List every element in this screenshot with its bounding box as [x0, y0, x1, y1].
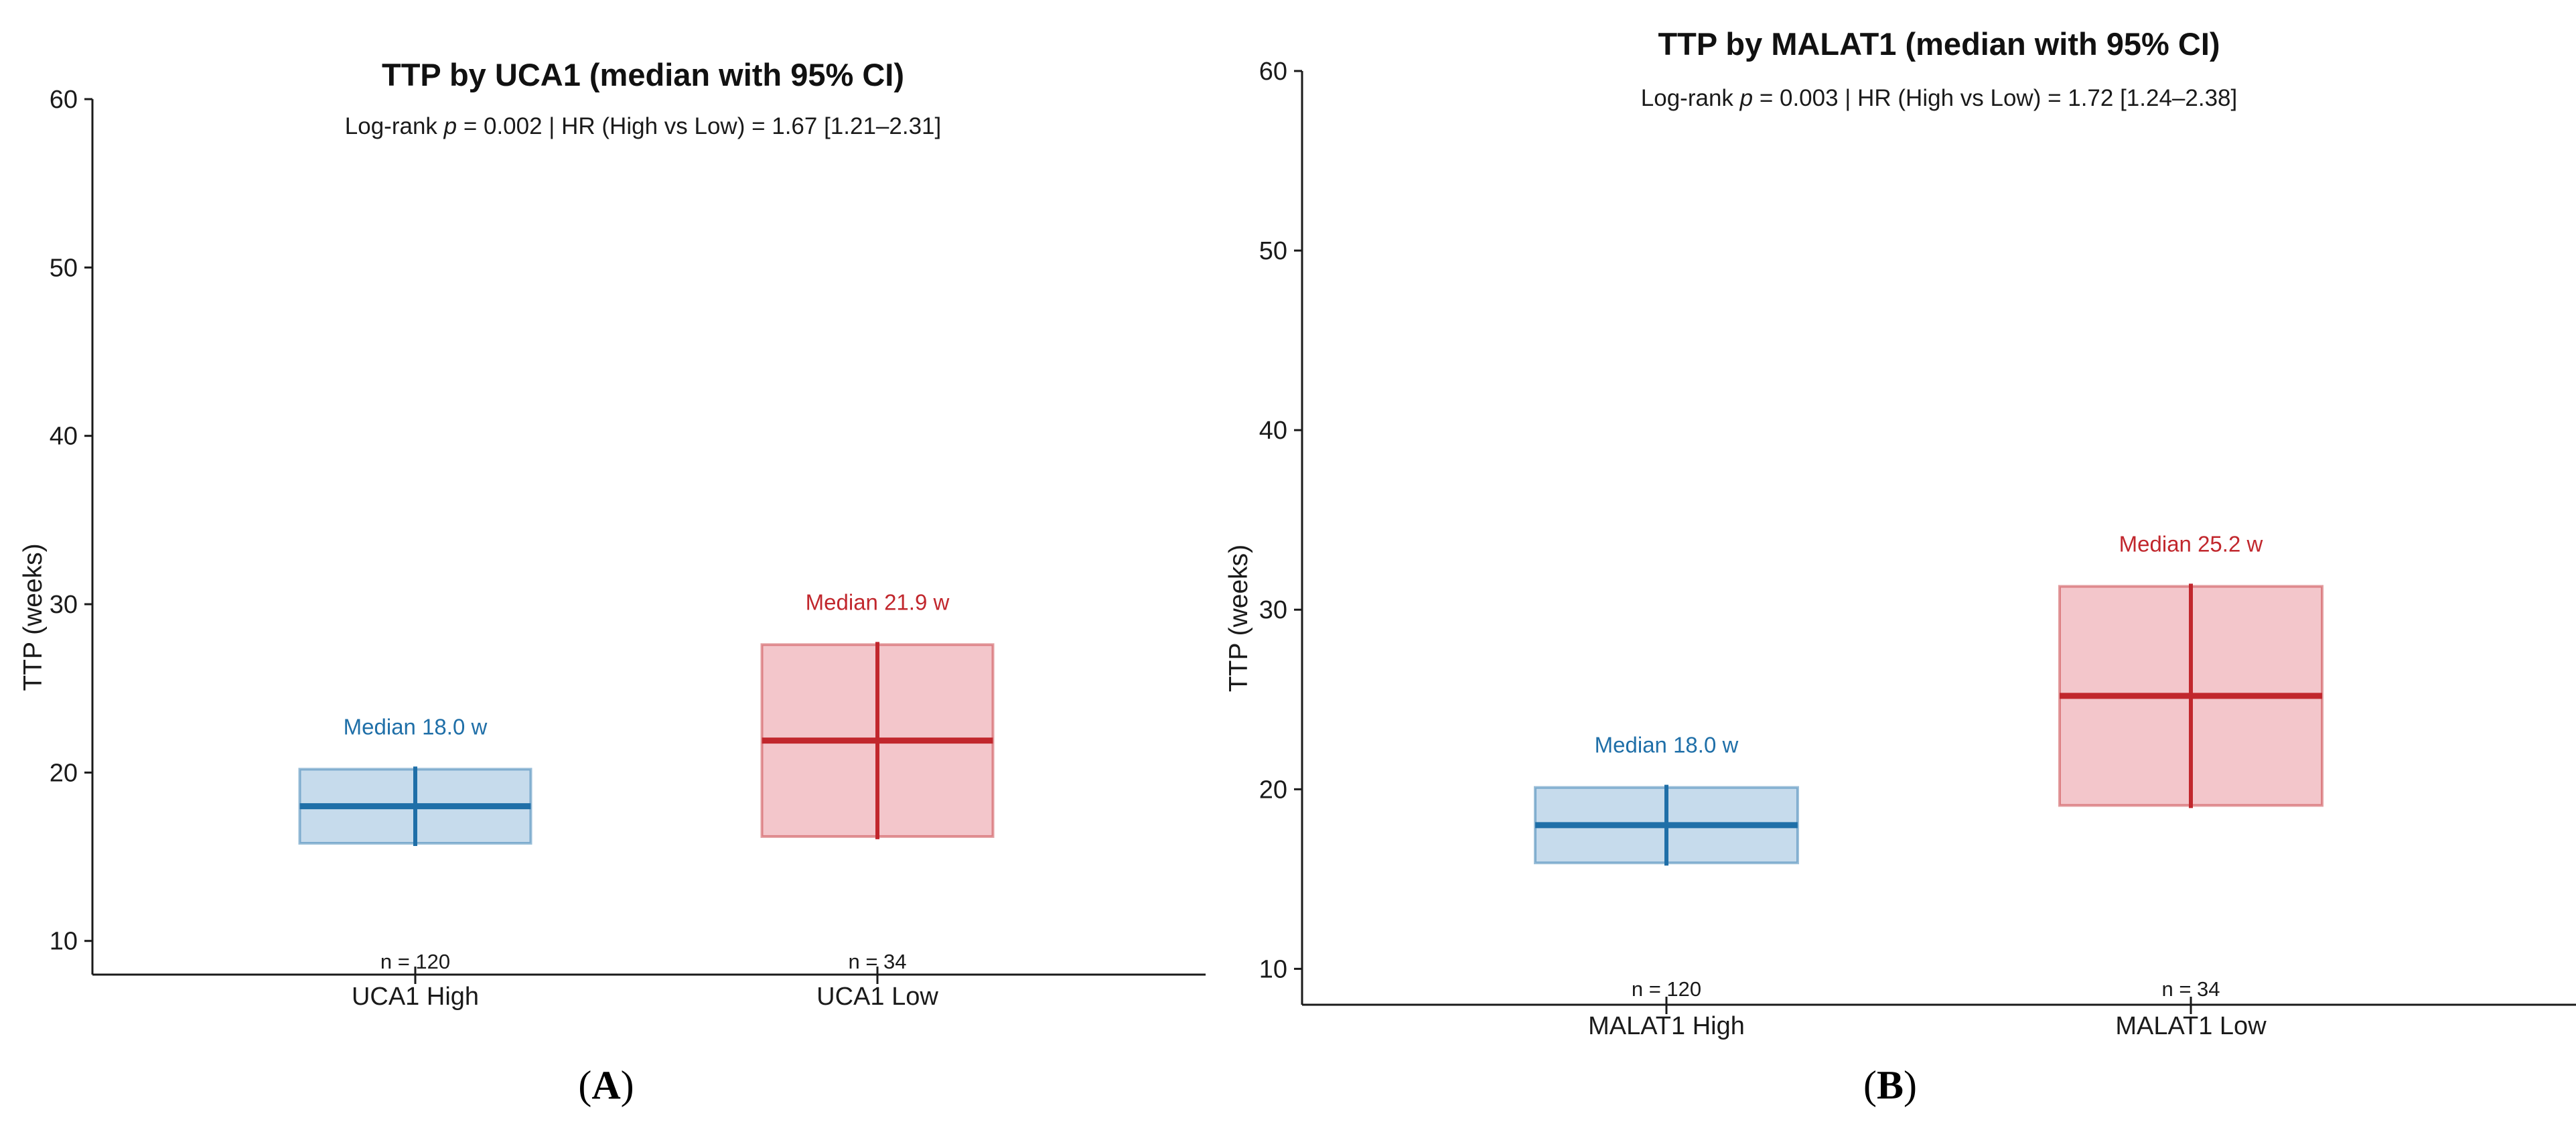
- a-chart-title: TTP by UCA1 (median with 95% CI): [382, 57, 904, 92]
- a-low-category-label: UCA1 Low: [816, 983, 938, 1011]
- a-y-tick-label: 20: [50, 759, 78, 787]
- b-y-tick-label: 50: [1259, 237, 1287, 265]
- b-y-tick-label: 20: [1259, 776, 1287, 804]
- a-y-tick-label: 30: [50, 591, 78, 619]
- panel-b-chart: TTP by MALAT1 (median with 95% CI) Log-ra…: [1224, 26, 2576, 1040]
- b-low-median-label: Median 25.2 w: [2119, 531, 2263, 556]
- panel-b-label: (B): [1863, 1063, 1917, 1107]
- b-low-category-label: MALAT1 Low: [2115, 1012, 2267, 1040]
- a-high-n-label: n = 120: [380, 950, 450, 973]
- panel-a-label: (A): [578, 1063, 634, 1107]
- b-high-median-label: Median 18.0 w: [1595, 733, 1739, 758]
- b-low-n-label: n = 34: [2161, 977, 2220, 1001]
- b-chart-title: TTP by MALAT1 (median with 95% CI): [1658, 26, 2220, 62]
- b-y-tick-label: 60: [1259, 58, 1287, 86]
- a-y-axis-label: TTP (weeks): [19, 543, 48, 691]
- a-y-tick-label: 10: [50, 928, 78, 956]
- a-y-tick-label: 50: [50, 254, 78, 282]
- a-high-median-label: Median 18.0 w: [344, 714, 488, 739]
- panel-a-chart: TTP by UCA1 (median with 95% CI) Log-rank…: [19, 57, 1206, 1011]
- a-y-tick-label: 40: [50, 423, 78, 451]
- b-y-axis-label: TTP (weeks): [1224, 545, 1253, 692]
- b-high-n-label: n = 120: [1632, 977, 1701, 1001]
- a-high-category-label: UCA1 High: [352, 983, 479, 1011]
- a-y-tick-label: 60: [50, 86, 78, 114]
- b-y-tick-label: 40: [1259, 417, 1287, 445]
- a-stats-text: Log-rank p = 0.002 | HR (High vs Low) = …: [345, 113, 941, 139]
- b-stats-text: Log-rank p = 0.003 | HR (High vs Low) = …: [1641, 85, 2237, 111]
- a-low-n-label: n = 34: [848, 950, 906, 973]
- b-high-category-label: MALAT1 High: [1588, 1012, 1745, 1040]
- b-y-tick-label: 10: [1259, 955, 1287, 983]
- a-low-median-label: Median 21.9 w: [806, 589, 950, 614]
- b-y-tick-label: 30: [1259, 596, 1287, 624]
